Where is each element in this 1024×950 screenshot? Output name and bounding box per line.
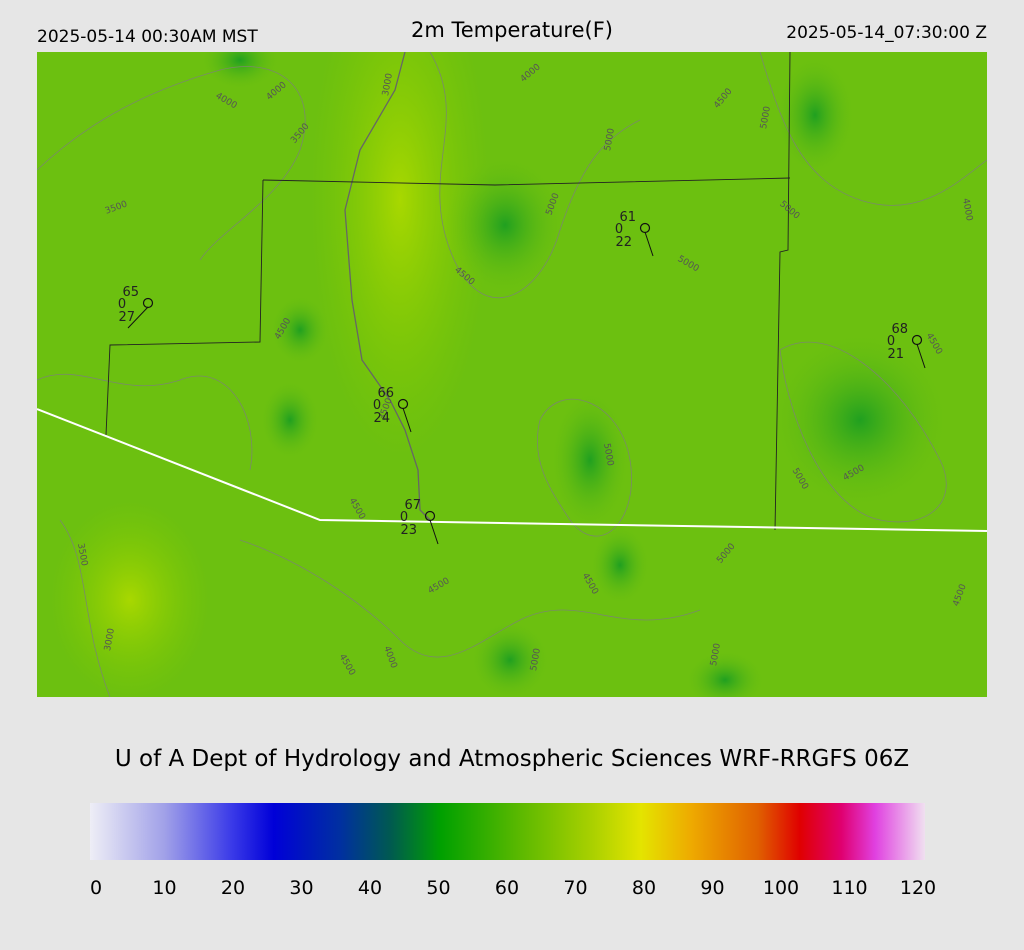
colorbar-tick-label: 70 (563, 877, 587, 899)
map-title: 2m Temperature(F) (411, 18, 613, 42)
contour-label: 5000 (603, 127, 617, 152)
footer-credit: U of A Dept of Hydrology and Atmospheric… (115, 746, 909, 772)
station-value: 0 (373, 398, 381, 413)
station-value: 0 (400, 510, 408, 525)
colorbar-tick-label: 90 (700, 877, 724, 899)
colorbar-tick-label: 110 (831, 877, 867, 899)
wind-barb (429, 519, 439, 545)
field-shade (270, 295, 330, 365)
contour-line (37, 66, 306, 261)
contour-label: 3500 (75, 543, 89, 568)
contour-line (429, 52, 641, 299)
contour-line (759, 52, 987, 206)
field-shade (775, 55, 855, 175)
wind-barb (916, 343, 926, 369)
station-value: 0 (615, 222, 623, 237)
map-area (37, 52, 987, 697)
contour-label: 5000 (529, 647, 543, 672)
field-shade (310, 52, 490, 460)
field-shade (50, 500, 210, 697)
colorbar (90, 803, 925, 860)
colorbar-tick-label: 40 (358, 877, 382, 899)
field-shade (445, 155, 565, 295)
contour-label: 5000 (601, 443, 615, 468)
station-value: 0 (118, 297, 126, 312)
county-borders (105, 52, 791, 531)
station-temperature: 66 (377, 386, 394, 401)
field-shade (550, 390, 630, 530)
valid-time-utc: 2025-05-14_07:30:00 Z (786, 23, 987, 43)
border-line (105, 179, 264, 436)
station-value: 0 (887, 334, 895, 349)
contour-label: 4000 (960, 198, 974, 223)
station-dewpoint: 23 (400, 523, 417, 538)
river (344, 52, 431, 521)
contour-label: 3000 (103, 627, 117, 652)
valid-time-local: 2025-05-14 00:30AM MST (37, 27, 258, 47)
colorbar-tick-label: 30 (289, 877, 313, 899)
field-shade (590, 525, 650, 605)
colorbar-tick-label: 50 (426, 877, 450, 899)
colorbar-tick-label: 10 (152, 877, 176, 899)
field-shade (470, 620, 550, 697)
wind-barb (402, 407, 412, 433)
contour-line (37, 373, 253, 471)
colorbar-tick-label: 120 (900, 877, 936, 899)
colorbar-tick-label: 80 (632, 877, 656, 899)
contours (37, 52, 987, 697)
colorbar-tick-label: 20 (221, 877, 245, 899)
colorbar-tick-label: 0 (90, 877, 102, 899)
border-line (262, 177, 791, 186)
colorbar-tick-label: 60 (495, 877, 519, 899)
border-line (774, 52, 791, 531)
station-dewpoint: 21 (887, 347, 904, 362)
station-temperature: 61 (619, 210, 636, 225)
state-border (37, 408, 987, 532)
contour-line (59, 519, 111, 697)
station-temperature: 67 (404, 498, 421, 513)
contour-label: 5000 (759, 105, 773, 130)
field-shade (685, 650, 765, 697)
wind-barb (127, 306, 149, 329)
wind-barb (644, 231, 654, 257)
station-dewpoint: 27 (118, 310, 135, 325)
contour-line (239, 539, 701, 658)
contour-line (536, 398, 632, 537)
contour-label: 5000 (709, 642, 723, 667)
contour-label: 3000 (381, 72, 395, 97)
field-shade (260, 380, 320, 460)
contour-line (779, 341, 947, 523)
station-dewpoint: 24 (373, 411, 390, 426)
colorbar-ticks: 0 10 20 30 40 50 60 70 80 90 100 110 120 (90, 877, 936, 899)
station-dewpoint: 22 (615, 235, 632, 250)
station-temperature: 65 (122, 285, 139, 300)
station-temperature: 68 (891, 322, 908, 337)
field-shade (770, 330, 950, 510)
colorbar-tick-label: 100 (763, 877, 799, 899)
field-shade (200, 52, 280, 90)
